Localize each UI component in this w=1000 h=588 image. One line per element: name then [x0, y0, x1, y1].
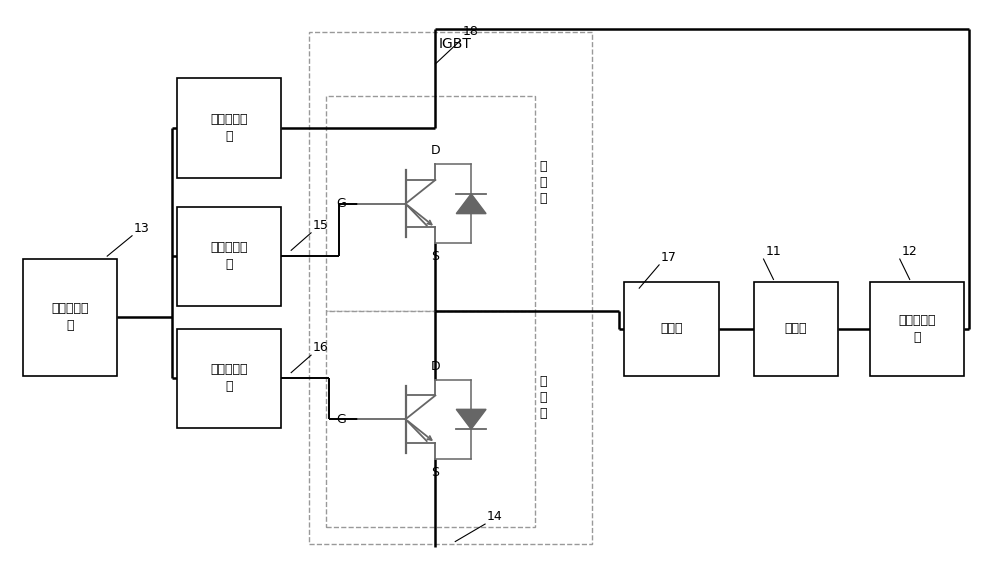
Text: 第二控制电
路: 第二控制电 路: [210, 363, 248, 393]
Text: 第二接口电
路: 第二接口电 路: [51, 302, 89, 332]
Polygon shape: [456, 409, 486, 429]
Text: 11: 11: [766, 245, 781, 258]
Text: 第一接口电
路: 第一接口电 路: [898, 314, 936, 344]
Text: 电抗器: 电抗器: [785, 322, 807, 335]
Text: 上
桥
臂: 上 桥 臂: [540, 160, 547, 205]
Bar: [309, 32, 592, 544]
Text: G: G: [336, 413, 346, 426]
Text: 12: 12: [902, 245, 918, 258]
Bar: [326, 96, 535, 312]
Bar: [177, 329, 281, 428]
Bar: [870, 282, 964, 376]
Bar: [326, 312, 535, 527]
Text: IGBT: IGBT: [439, 36, 472, 51]
Bar: [177, 78, 281, 178]
Bar: [624, 282, 719, 376]
Text: 第三控制电
路: 第三控制电 路: [210, 113, 248, 143]
Text: 熔断器: 熔断器: [660, 322, 683, 335]
Text: G: G: [336, 197, 346, 211]
Text: 13: 13: [134, 222, 150, 235]
Bar: [754, 282, 838, 376]
Text: S: S: [431, 250, 439, 263]
Text: 16: 16: [313, 341, 329, 354]
Text: 下
桥
臂: 下 桥 臂: [540, 375, 547, 420]
Bar: [177, 206, 281, 306]
Text: 18: 18: [462, 25, 478, 38]
Text: 第一控制电
路: 第一控制电 路: [210, 241, 248, 271]
Text: 15: 15: [313, 219, 329, 232]
Text: D: D: [431, 360, 440, 373]
Text: D: D: [431, 144, 440, 157]
Text: S: S: [431, 466, 439, 479]
Text: 14: 14: [487, 510, 503, 523]
Bar: [23, 259, 117, 376]
Text: 17: 17: [661, 250, 677, 263]
Polygon shape: [456, 194, 486, 213]
